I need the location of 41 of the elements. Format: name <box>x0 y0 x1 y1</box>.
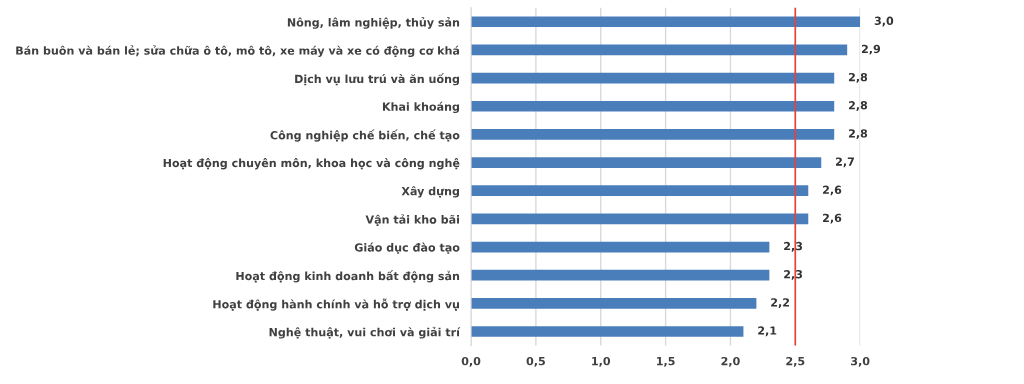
bar <box>471 129 835 140</box>
data-label: 2,9 <box>861 44 881 55</box>
y-tick-label: Khai khoáng <box>382 101 459 114</box>
y-tick-label: Nông, lâm nghiệp, thủy sản <box>287 17 460 29</box>
bar <box>471 100 835 112</box>
data-label: 2,6 <box>823 185 842 196</box>
x-tick-label: 1,0 <box>592 356 611 367</box>
bar <box>471 326 744 337</box>
bar <box>471 185 809 197</box>
bar <box>471 72 835 84</box>
x-tick-label: 2,0 <box>721 356 740 367</box>
y-tick-label: Dịch vụ lưu trú và ăn uống <box>295 73 459 86</box>
y-tick-label: Vận tải kho bãi <box>365 214 459 226</box>
y-tick-label: Xây dựng <box>401 186 459 198</box>
bar <box>471 213 809 225</box>
x-tick-label: 1,5 <box>657 357 675 367</box>
bar <box>471 157 822 168</box>
y-tick-label: Giáo dục đào tạo <box>354 242 460 254</box>
bar <box>471 241 770 253</box>
bar <box>471 298 757 309</box>
y-tick-label: Bán buôn và bán lẻ; sửa chữa ô tô, mô tô, xe máy và xe có động cơ khá <box>16 45 460 57</box>
x-tick-label: 0,0 <box>461 356 481 367</box>
data-label: 2,7 <box>836 157 854 168</box>
y-tick-label: Hoạt động kinh doanh bất động sản <box>236 270 460 283</box>
data-label: 2,6 <box>823 213 842 224</box>
y-tick-label: Nghệ thuật, vui chơi và giải trí <box>269 326 461 339</box>
x-tick-label: 0,5 <box>526 356 545 367</box>
data-label: 2,2 <box>771 298 789 308</box>
data-label: 2,8 <box>848 72 868 83</box>
data-label: 2,8 <box>848 101 868 111</box>
data-label: 2,8 <box>848 129 868 140</box>
bar <box>471 44 848 56</box>
y-tick-label: Công nghiệp chế biến, chế tạo <box>270 129 460 142</box>
x-tick-label: 2,5 <box>786 356 805 367</box>
data-label: 2,1 <box>758 326 777 337</box>
x-tick-label: 3,0 <box>851 356 870 367</box>
bar <box>471 16 861 28</box>
y-tick-label: Hoạt động hành chính và hỗ trợ dịch vụ <box>213 298 459 311</box>
bar <box>471 269 770 281</box>
y-tick-label: Hoạt động chuyên môn, khoa học và công nghệ <box>163 158 460 170</box>
data-label: 3,0 <box>874 16 894 27</box>
